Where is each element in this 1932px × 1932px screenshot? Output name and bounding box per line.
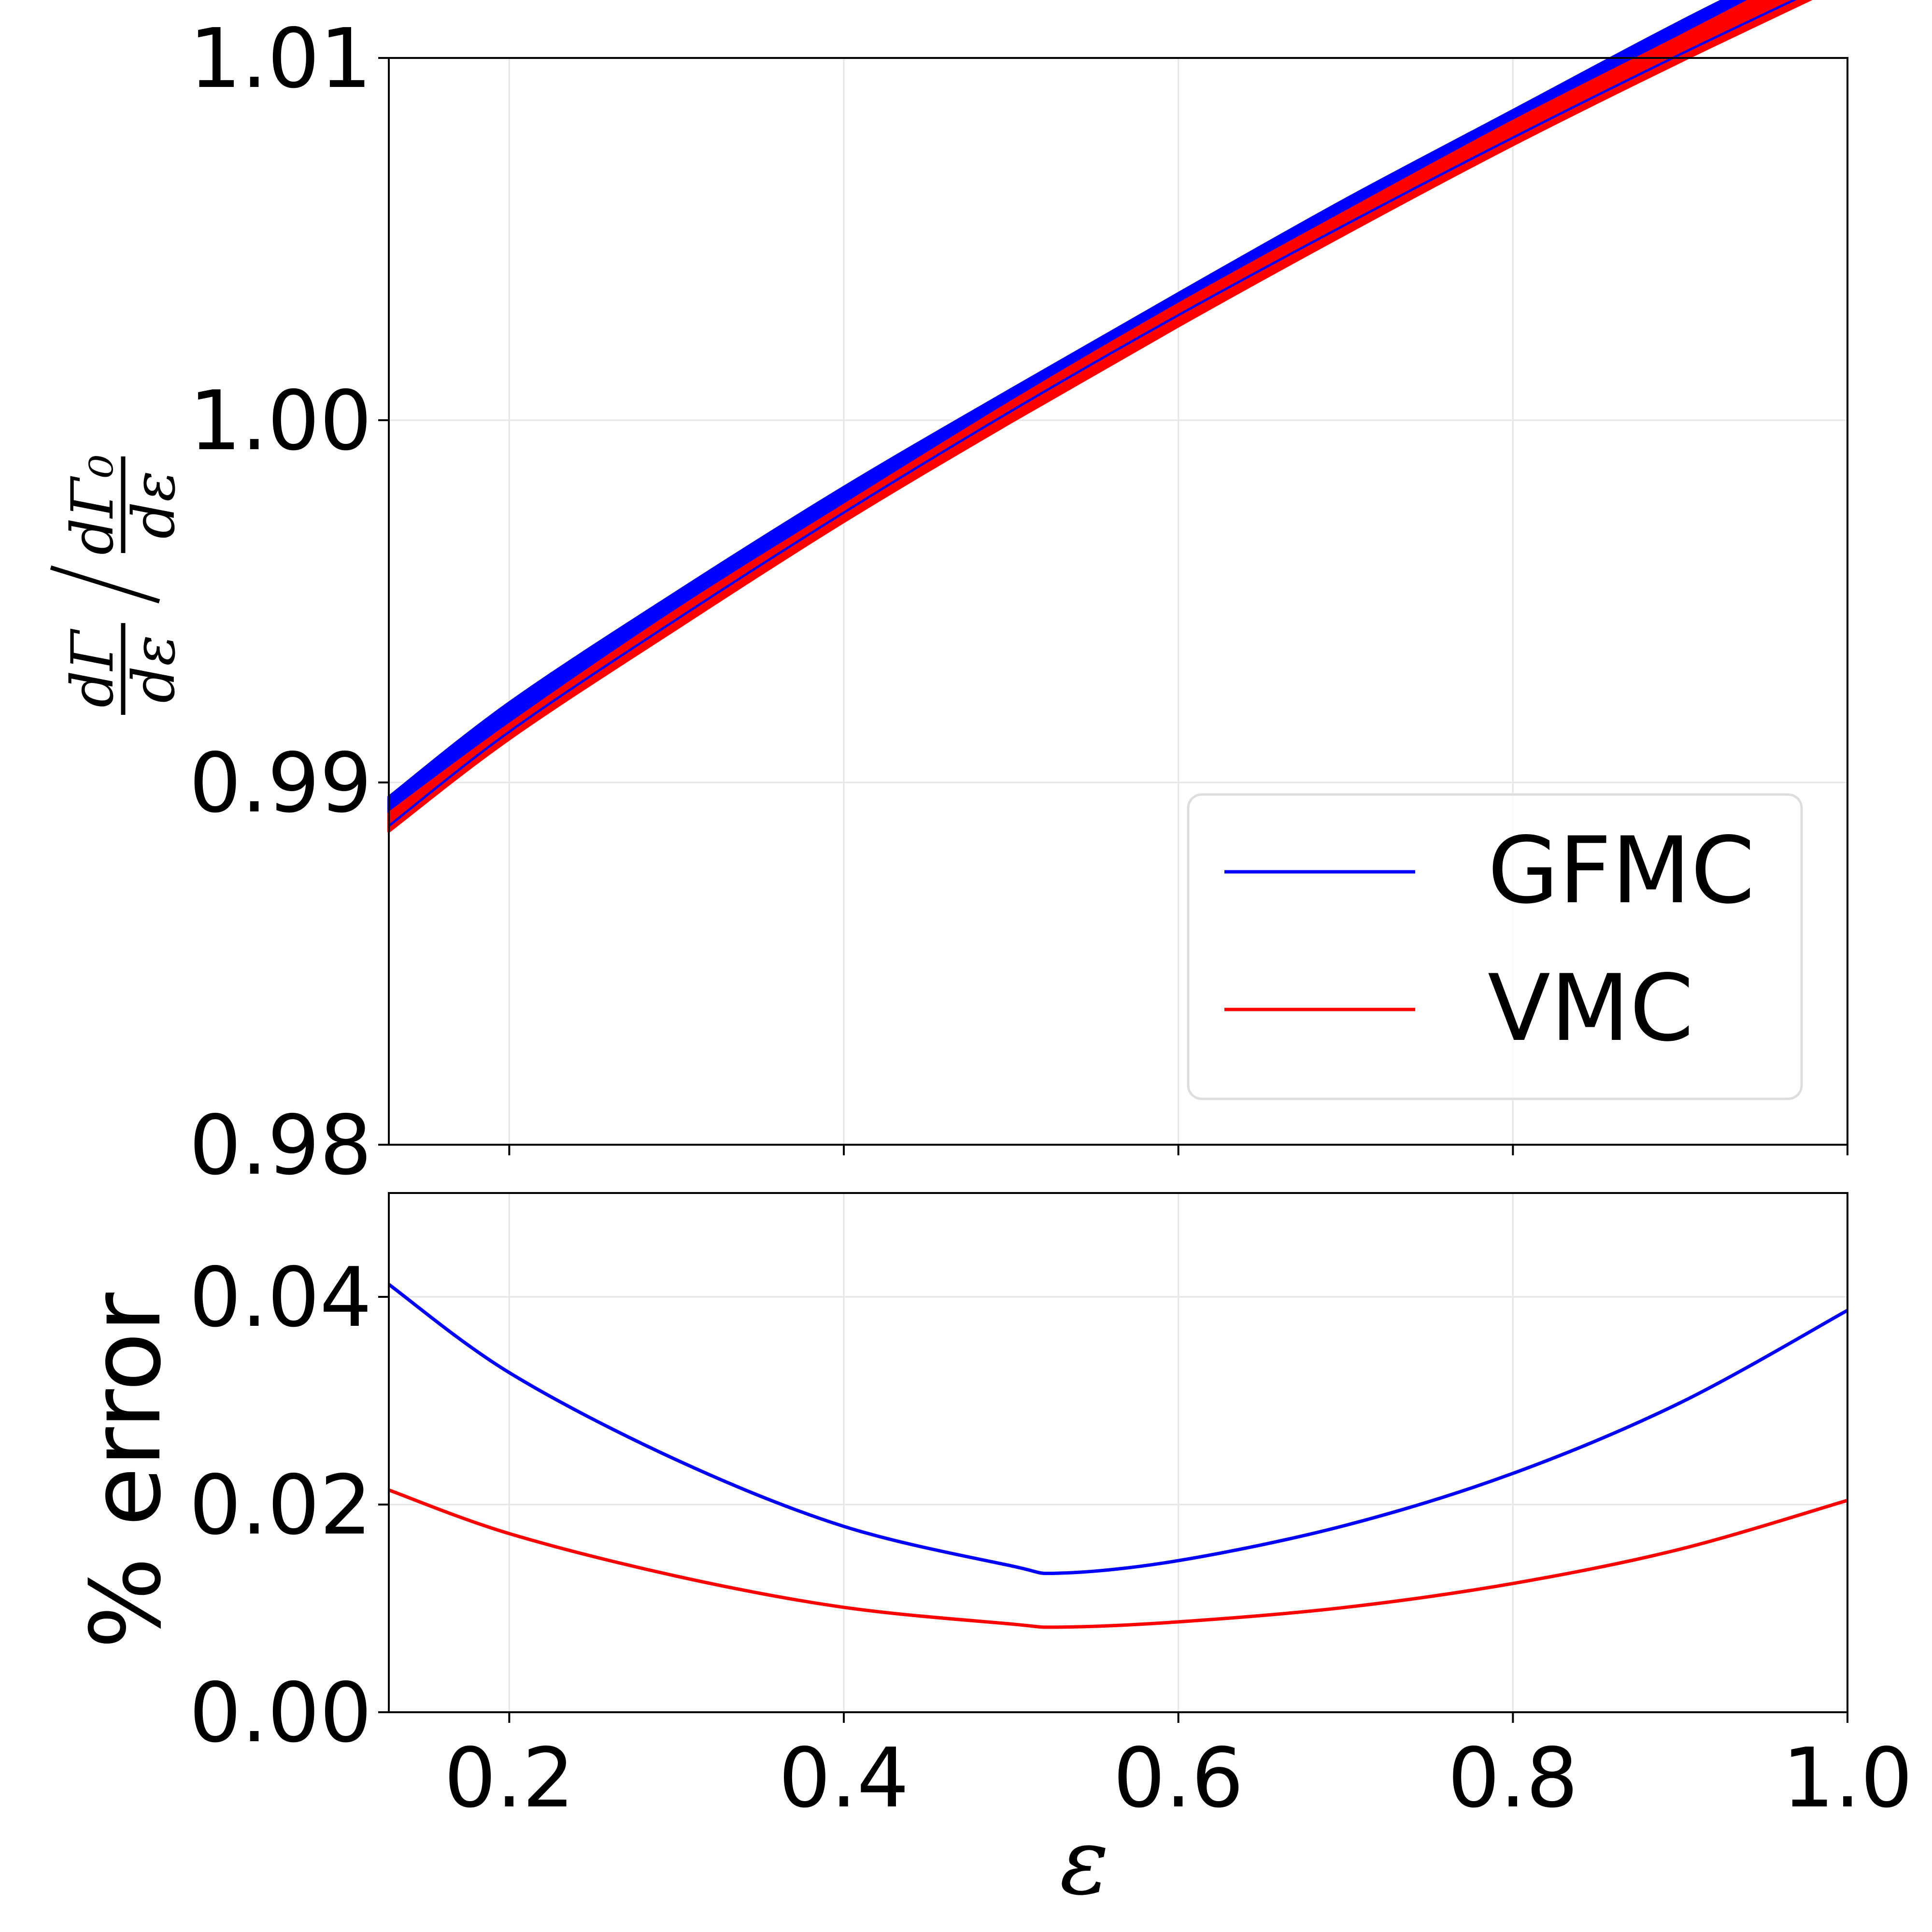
- ylabel-denominator-2: dε: [121, 470, 188, 539]
- x-axis-label: ε: [1060, 1808, 1109, 1915]
- top-frame: [388, 57, 1848, 1146]
- top-ticks: [378, 57, 1848, 1155]
- bottom-xtick-label: 1.0: [1782, 1731, 1913, 1826]
- band-edge-vmc: [388, 0, 1812, 833]
- top-ytick-label: 0.98: [189, 1098, 372, 1193]
- ylabel-numerator-1: dΓ: [59, 628, 127, 708]
- ylabel-slash: [50, 565, 160, 604]
- bottom-xtick-label: 0.6: [1113, 1731, 1243, 1826]
- ylabel-numerator-2: dΓ₀: [59, 455, 127, 555]
- legend-label-vmc: VMC: [1488, 955, 1694, 1062]
- ylabel-denominator-1: dε: [121, 635, 188, 703]
- bottom-frame: [388, 1192, 1848, 1713]
- bottom-lines: [387, 1283, 1848, 1629]
- top-bands: [387, 0, 1813, 833]
- bottom-xtick-label: 0.8: [1448, 1731, 1578, 1826]
- legend: GFMC VMC: [1187, 793, 1803, 1100]
- bottom-xtick-label: 0.4: [779, 1731, 909, 1826]
- band-edge-gfmc: [388, 0, 1797, 827]
- bottom-xtick-label: 0.2: [444, 1731, 574, 1826]
- bottom-y-axis-label: % error: [70, 1292, 183, 1649]
- top-ytick-label: 1.01: [189, 11, 372, 107]
- top-panel: 0.98 0.99 1.00 1.01 dΓ dε dΓ₀ dε GFMC VMC: [50, 0, 1848, 1193]
- top-ytick-labels: 0.98 0.99 1.00 1.01: [189, 11, 372, 1193]
- top-ytick-label: 0.99: [189, 736, 372, 831]
- bottom-ytick-label: 0.02: [189, 1458, 372, 1553]
- bottom-panel: 0.00 0.02 0.04 0.2 0.4 0.6 0.8 1.0 % error ε: [70, 1192, 1913, 1915]
- legend-label-gfmc: GFMC: [1488, 817, 1755, 924]
- top-y-axis-label: dΓ dε dΓ₀ dε: [50, 455, 188, 715]
- bottom-xtick-labels: 0.2 0.4 0.6 0.8 1.0: [444, 1731, 1913, 1826]
- bottom-ticks: [378, 1296, 1848, 1723]
- bottom-ytick-label: 0.04: [189, 1250, 372, 1346]
- top-ytick-label: 1.00: [189, 373, 372, 469]
- bottom-ytick-label: 0.00: [189, 1665, 372, 1761]
- bottom-ytick-labels: 0.00 0.02 0.04: [189, 1250, 372, 1761]
- line-gfmc: [387, 1283, 1848, 1576]
- line-vmc: [388, 1488, 1848, 1629]
